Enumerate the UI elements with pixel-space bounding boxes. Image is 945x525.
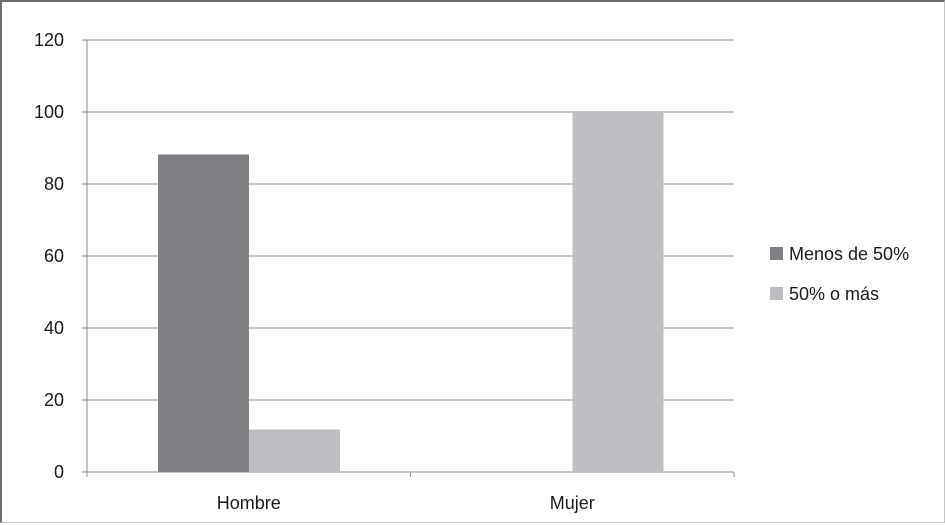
- bar-hombre-series-2: [249, 429, 340, 472]
- y-tick-label: 20: [44, 390, 64, 410]
- y-tick-label: 40: [44, 318, 64, 338]
- x-tick-label: Mujer: [550, 493, 595, 513]
- y-tick-label: 100: [34, 102, 64, 122]
- bar-hombre-series-1: [158, 154, 249, 473]
- y-tick-label: 120: [34, 30, 64, 50]
- y-tick-label: 60: [44, 246, 64, 266]
- legend-label-2: 50% o más: [789, 284, 879, 304]
- legend-swatch-1: [770, 247, 783, 260]
- legend-swatch-2: [770, 287, 783, 300]
- bars: [158, 112, 664, 473]
- y-tick-label: 80: [44, 174, 64, 194]
- legend: Menos de 50% 50% o más: [770, 244, 909, 304]
- y-tick-labels: 0 20 40 60 80 100 120: [34, 30, 64, 482]
- y-tick-label: 0: [54, 462, 64, 482]
- bar-mujer-series-2: [572, 112, 664, 472]
- x-tick-label: Hombre: [217, 493, 281, 513]
- x-tick-labels: Hombre Mujer: [217, 493, 595, 513]
- legend-label-1: Menos de 50%: [789, 244, 909, 264]
